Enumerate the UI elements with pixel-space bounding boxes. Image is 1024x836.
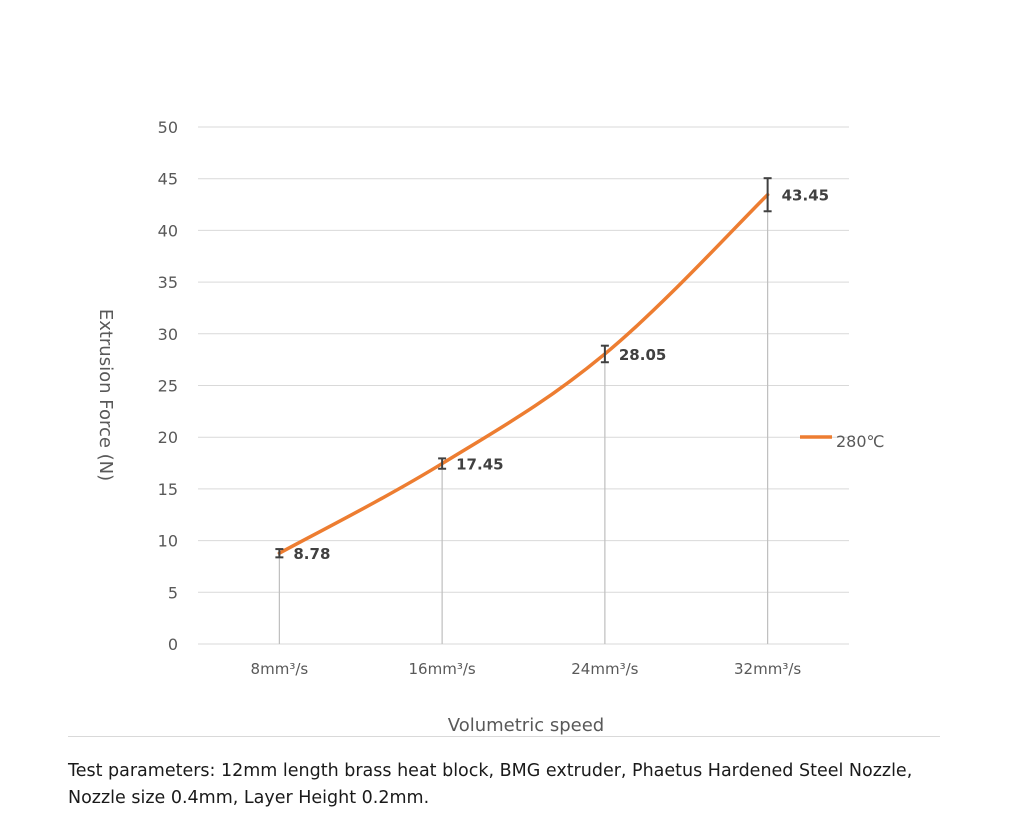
y-axis-tick-labels: 0 5 10 15 20 25 30 35 40 45 50 xyxy=(158,118,178,654)
x-axis-tick-labels: 8mm³/s 16mm³/s 24mm³/s 32mm³/s xyxy=(251,660,802,678)
y-tick-label: 10 xyxy=(158,532,178,551)
error-bar xyxy=(763,177,772,213)
x-tick-label: 24mm³/s xyxy=(571,660,638,678)
data-label: 28.05 xyxy=(619,346,666,364)
x-tick-label: 16mm³/s xyxy=(409,660,476,678)
line-chart: 0 5 10 15 20 25 30 35 40 45 50 8.78 17.45 28.05 43.45… xyxy=(95,118,885,736)
legend-label: 280℃ xyxy=(836,432,885,451)
error-bar xyxy=(275,548,284,559)
y-axis-title: Extrusion Force (N) xyxy=(95,309,116,481)
y-tick-label: 25 xyxy=(158,377,178,396)
error-bar xyxy=(438,457,447,470)
data-label: 43.45 xyxy=(782,187,829,205)
error-bar xyxy=(600,344,609,364)
error-bars xyxy=(275,177,772,559)
data-label: 17.45 xyxy=(456,456,503,474)
y-tick-label: 20 xyxy=(158,428,178,447)
y-tick-label: 0 xyxy=(168,635,178,654)
legend: 280℃ xyxy=(800,432,885,451)
series-line xyxy=(277,192,770,555)
drop-lines xyxy=(278,194,769,644)
data-label: 8.78 xyxy=(293,545,330,563)
y-tick-label: 15 xyxy=(158,480,178,499)
y-tick-label: 5 xyxy=(168,583,178,602)
x-tick-label: 8mm³/s xyxy=(251,660,309,678)
test-parameters-caption: Test parameters: 12mm length brass heat … xyxy=(68,761,913,808)
x-axis-title: Volumetric speed xyxy=(448,715,604,736)
gridlines xyxy=(198,126,849,645)
y-tick-label: 35 xyxy=(158,273,178,292)
series-line-280c xyxy=(277,192,770,555)
data-labels: 8.78 17.45 28.05 43.45 xyxy=(293,187,829,563)
x-tick-label: 32mm³/s xyxy=(734,660,801,678)
y-tick-label: 30 xyxy=(158,325,178,344)
y-tick-label: 45 xyxy=(158,170,178,189)
y-tick-label: 40 xyxy=(158,221,178,240)
y-tick-label: 50 xyxy=(158,118,178,137)
caption-divider xyxy=(68,736,940,737)
